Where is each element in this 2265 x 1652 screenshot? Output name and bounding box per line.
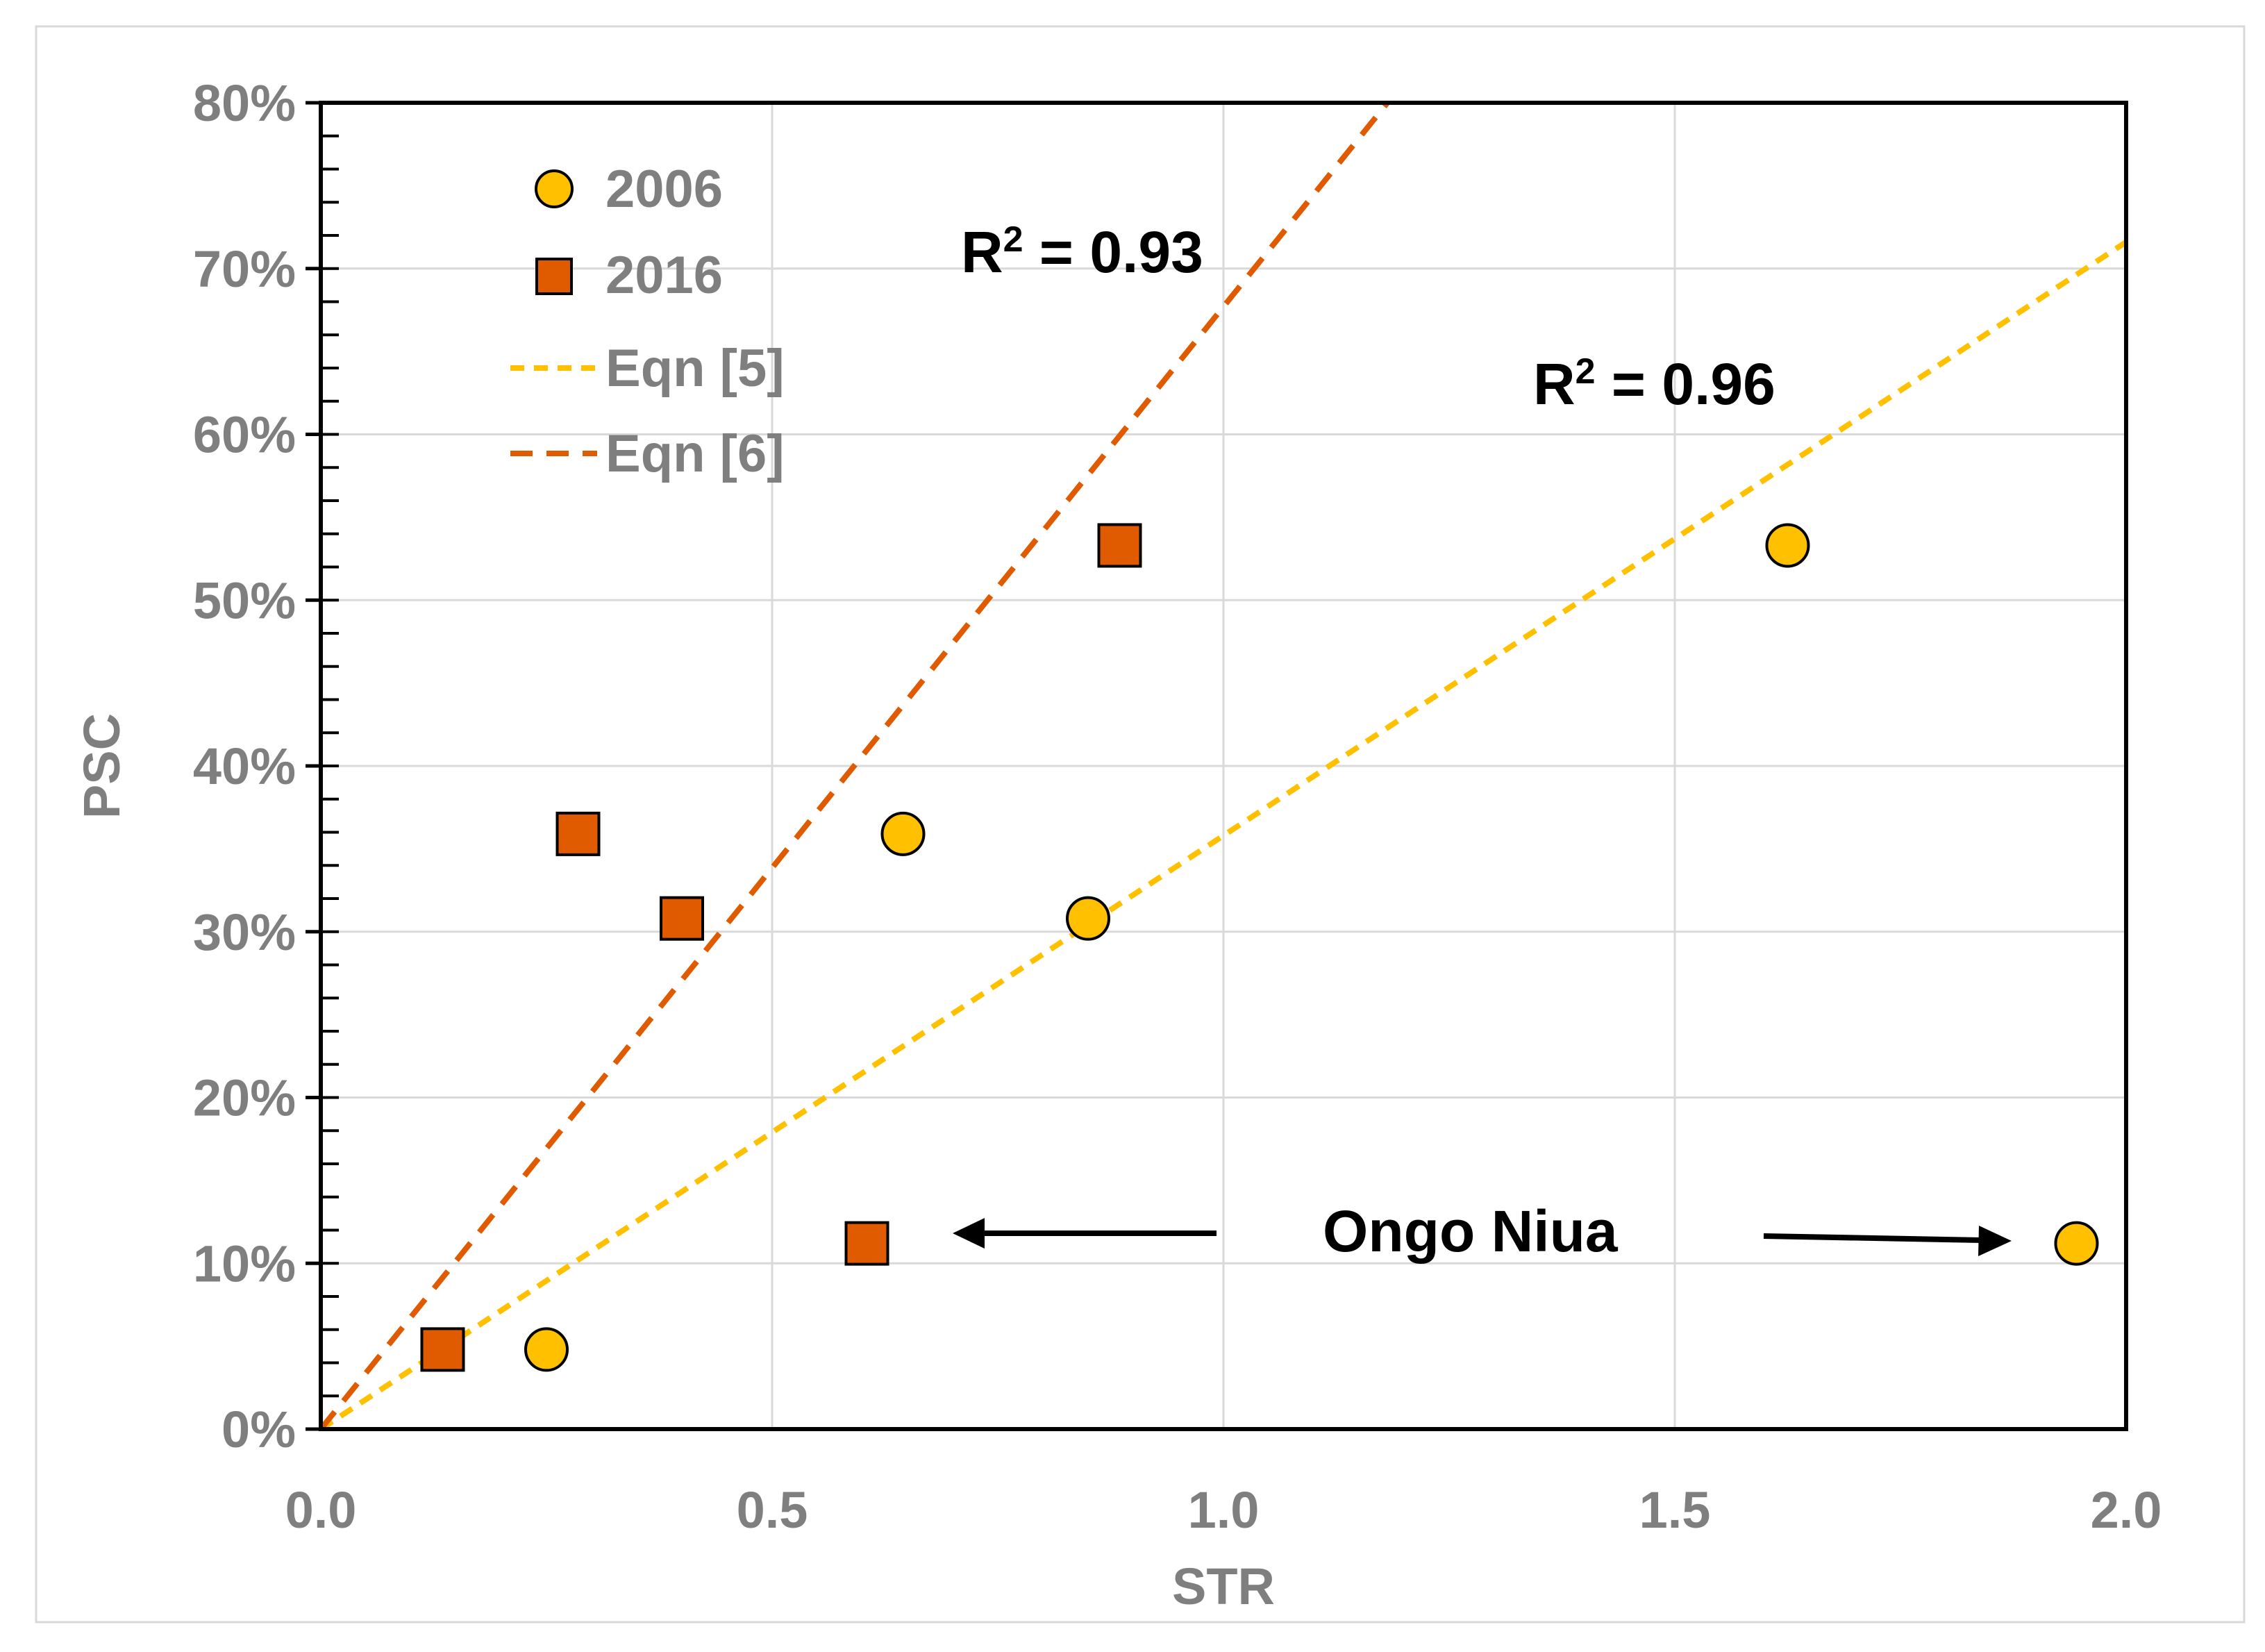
- point-2016: [660, 896, 704, 941]
- point-2006: [880, 811, 926, 856]
- legend-label-2016: 2016: [605, 246, 723, 305]
- x-tick-label: 2.0: [2091, 1481, 2162, 1539]
- fit-line-eqn-6: [318, 101, 1390, 1431]
- point-2006: [524, 1327, 569, 1372]
- r-squared-eqn5-value: = 0.96: [1596, 351, 1775, 417]
- y-axis-minor-ticks: [321, 101, 339, 1430]
- x-tick-label: 0.5: [737, 1481, 808, 1539]
- y-tick-label: 50%: [193, 571, 296, 629]
- x-axis-title: STR: [1172, 1558, 1275, 1615]
- y-tick-label: 0%: [222, 1401, 296, 1458]
- point-2016: [1097, 523, 1142, 568]
- legend-marker-2016: [535, 258, 573, 295]
- y-tick-label: 70%: [193, 240, 296, 298]
- x-axis-ticks: 0.0 0.5 1.0 1.5 2.0: [285, 1481, 2162, 1539]
- r-squared-eqn5-label: R2 = 0.96: [1533, 351, 1775, 417]
- ongo-niua-right-arrow: [1763, 1226, 2012, 1256]
- point-2006: [2054, 1221, 2099, 1266]
- x-tick-label: 0.0: [285, 1481, 357, 1539]
- point-2016: [420, 1327, 465, 1372]
- r-squared-eqn6-value: = 0.93: [1023, 219, 1203, 285]
- r-squared-eqn5-base: R: [1533, 351, 1576, 417]
- data-points: [420, 523, 2099, 1372]
- y-axis-title: PSC: [73, 713, 131, 819]
- fit-line-eqn-5: [319, 240, 2128, 1432]
- figure-border: [35, 25, 2246, 1624]
- legend: 2006 2016 Eqn [5] Eqn [6]: [510, 160, 785, 483]
- legend-label-eqn5: Eqn [5]: [605, 339, 785, 398]
- legend-label-eqn6: Eqn [6]: [605, 424, 785, 483]
- point-2006: [1765, 523, 1810, 568]
- x-tick-label: 1.5: [1639, 1481, 1711, 1539]
- legend-label-2006: 2006: [605, 160, 723, 219]
- point-2006: [1066, 896, 1110, 941]
- legend-marker-2006: [535, 169, 574, 208]
- y-tick-label: 20%: [193, 1069, 296, 1127]
- x-tick-label: 1.0: [1188, 1481, 1260, 1539]
- y-tick-label: 80%: [193, 74, 296, 132]
- y-tick-label: 10%: [193, 1235, 296, 1292]
- r-squared-eqn6-label: R2 = 0.93: [961, 219, 1203, 285]
- r-squared-eqn6-sup: 2: [1003, 219, 1023, 260]
- gridlines: [321, 103, 2126, 1429]
- y-axis-ticks: 0% 10% 20% 30% 40% 50% 60% 70% 80%: [193, 74, 321, 1458]
- r-squared-eqn5-sup: 2: [1576, 351, 1596, 392]
- r-squared-eqn6-base: R: [961, 219, 1003, 285]
- ongo-niua-label: Ongo Niua: [1323, 1199, 1619, 1264]
- y-tick-label: 30%: [193, 903, 296, 961]
- point-2016: [844, 1221, 889, 1266]
- y-tick-label: 40%: [193, 737, 296, 795]
- y-tick-label: 60%: [193, 406, 296, 464]
- point-2016: [555, 811, 601, 856]
- ongo-niua-left-arrow: [953, 1218, 1217, 1249]
- fit-lines: [318, 101, 2128, 1432]
